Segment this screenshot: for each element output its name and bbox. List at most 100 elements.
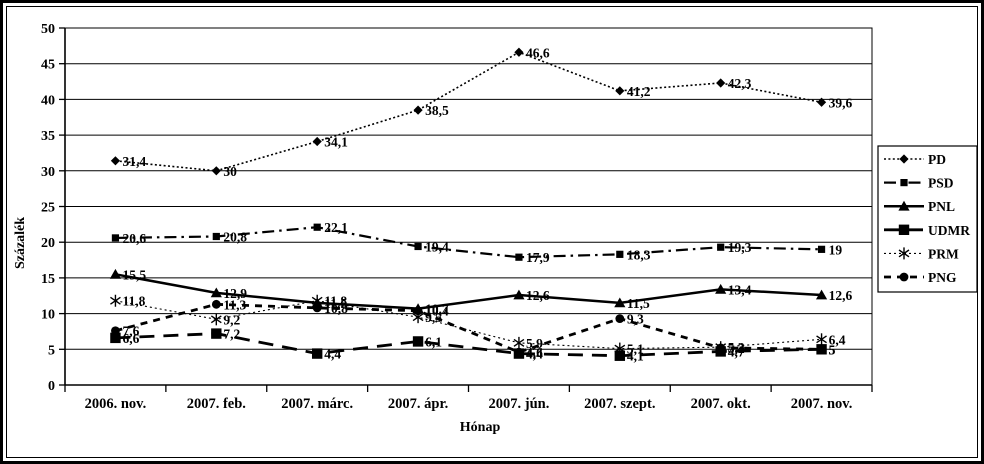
data-point-UDMR-2 <box>311 348 323 359</box>
data-label-PNG-0: 7,6 <box>122 324 139 339</box>
data-point-PSD-5 <box>616 250 624 258</box>
data-label-PNL-3: 10,7 <box>425 302 449 317</box>
x-tick-label-7: 2007. nov. <box>791 396 853 412</box>
data-label-PRM-4: 5,9 <box>526 336 543 351</box>
y-tick-label-10: 10 <box>41 308 55 323</box>
data-point-PSD-6 <box>717 243 725 251</box>
data-point-PNL-0 <box>109 268 122 279</box>
legend-label-PRM: PRM <box>928 246 959 261</box>
series-PNG <box>111 299 826 357</box>
data-label-PRM-6: 5,3 <box>728 340 745 355</box>
data-point-UDMR-5 <box>614 350 626 361</box>
legend-item-prm: PRM <box>884 246 959 261</box>
data-label-PSD-7: 19 <box>829 242 843 257</box>
data-point-PSD-7 <box>817 245 826 253</box>
legend-sample-marker-PSD <box>900 179 908 187</box>
data-label-PSD-2: 22,1 <box>324 220 348 235</box>
data-point-PNL-6 <box>715 283 727 294</box>
data-point-PNG-0 <box>111 326 120 336</box>
data-label-UDMR-7: 5 <box>829 342 836 357</box>
data-point-PD-6 <box>716 78 726 88</box>
y-tick-label-50: 50 <box>41 22 55 37</box>
data-point-PNL-1 <box>210 287 222 298</box>
data-point-PNG-5 <box>615 314 625 323</box>
data-label-PD-1: 30 <box>223 164 237 179</box>
y-tick-label-35: 35 <box>41 129 55 144</box>
data-point-PD-5 <box>615 86 625 96</box>
series-PNL-line <box>115 273 822 310</box>
x-tick-label-4: 2007. jún. <box>489 396 550 412</box>
data-label-PRM-5: 5,1 <box>627 342 644 357</box>
data-point-UDMR-1 <box>211 328 222 339</box>
series-PNG-labels: 7,6 11,3 10,8 10,4 4,6 9,3 5,2 5 <box>122 297 835 360</box>
series-PNL-labels: 15,5 12,9 11,5 10,7 12,6 11,5 13,4 12,6 <box>122 267 852 316</box>
data-label-PD-0: 31,4 <box>122 154 146 169</box>
legend-sample-marker-PNG <box>899 272 909 282</box>
data-point-PD-0 <box>110 156 121 166</box>
data-point-PD-4 <box>514 47 524 57</box>
data-point-PNG-1 <box>211 299 221 309</box>
y-tick-label-45: 45 <box>41 58 55 73</box>
legend-label-PNL: PNL <box>928 199 955 214</box>
series-PRM-labels: 11,8 9,2 11,8 9,5 5,9 5,1 5,3 6,4 <box>122 294 845 357</box>
data-label-PD-3: 38,5 <box>425 103 449 118</box>
series-PSD-line <box>115 226 822 259</box>
legend-label-UDMR: UDMR <box>928 223 970 238</box>
data-label-PNL-6: 13,4 <box>728 282 752 297</box>
data-label-UDMR-3: 6,1 <box>425 334 442 349</box>
data-point-PRM-4 <box>513 338 525 347</box>
data-label-PSD-6: 19,3 <box>728 240 752 255</box>
legend-sample-marker-UDMR <box>898 224 910 235</box>
data-label-PNG-5: 9,3 <box>627 312 644 327</box>
legend-label-PD: PD <box>928 152 946 167</box>
series-PNG-line <box>115 302 822 354</box>
legend-item-pd: PD <box>884 152 946 167</box>
data-label-UDMR-2: 4,4 <box>324 347 341 362</box>
legend-item-pnl: PNL <box>884 199 955 214</box>
data-label-PD-2: 34,1 <box>324 135 348 150</box>
data-label-PRM-0: 11,8 <box>122 294 145 309</box>
data-point-PRM-7 <box>816 335 827 344</box>
data-label-UDMR-0: 6,6 <box>122 331 139 346</box>
y-tick-label-5: 5 <box>48 343 55 358</box>
y-tick-label-30: 30 <box>41 165 55 180</box>
legend-box <box>877 145 978 293</box>
data-point-PNG-4 <box>514 347 524 357</box>
data-point-UDMR-3 <box>412 336 424 347</box>
data-label-PD-6: 42,3 <box>728 76 752 91</box>
data-point-PRM-5 <box>614 344 626 353</box>
data-label-PNL-4: 12,6 <box>526 288 550 303</box>
data-point-PRM-1 <box>210 315 222 324</box>
series-PD-labels: 31,4 30 34,1 38,5 46,6 41,2 42,3 39,6 <box>122 45 852 179</box>
series-PSD <box>111 223 826 261</box>
data-label-PRM-7: 6,4 <box>829 332 846 347</box>
data-point-PNG-3 <box>413 306 423 316</box>
data-label-PSD-3: 19,4 <box>425 239 449 254</box>
data-label-PNL-2: 11,5 <box>324 296 347 311</box>
y-tick-label-25: 25 <box>41 201 55 216</box>
data-point-PD-7 <box>816 97 827 107</box>
x-tick-label-2: 2007. márc. <box>281 396 353 412</box>
data-label-UDMR-1: 7,2 <box>223 327 240 342</box>
data-label-PNG-1: 11,3 <box>223 297 246 312</box>
data-point-PNL-7 <box>815 289 828 300</box>
data-label-PSD-5: 18,3 <box>627 247 651 262</box>
data-point-PRM-0 <box>110 296 121 305</box>
data-label-PSD-1: 20,8 <box>223 229 247 244</box>
x-tick-label-5: 2007. szept. <box>584 396 655 412</box>
data-label-UDMR-6: 4,7 <box>728 344 745 359</box>
data-label-UDMR-5: 4,1 <box>627 349 644 364</box>
data-point-PNL-4 <box>513 289 525 300</box>
series-PD-line <box>115 51 822 172</box>
data-point-PRM-2 <box>311 296 323 305</box>
data-label-PSD-4: 17,9 <box>526 250 550 265</box>
data-point-PNG-2 <box>312 303 322 313</box>
legend-sample-marker-PNL <box>898 200 910 211</box>
y-tick-label-40: 40 <box>41 93 55 108</box>
data-label-PNL-7: 12,6 <box>829 288 853 303</box>
data-point-UDMR-0 <box>110 332 121 344</box>
data-label-PNL-0: 15,5 <box>122 267 146 282</box>
data-point-PSD-2 <box>313 223 321 231</box>
data-point-PNG-6 <box>716 343 726 353</box>
data-label-PNG-6: 5,2 <box>728 341 745 356</box>
